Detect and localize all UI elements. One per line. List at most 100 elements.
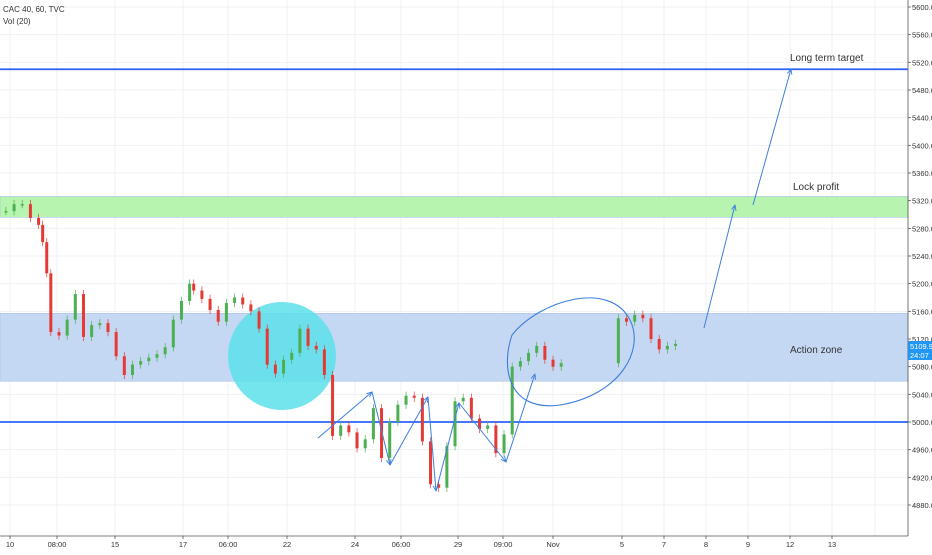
candle [322, 349, 326, 375]
candle [665, 345, 669, 350]
symbol-title: CAC 40, 60, TVC [3, 5, 65, 14]
candle [404, 395, 408, 405]
candle [28, 204, 32, 218]
candle [37, 217, 41, 225]
candle [657, 339, 661, 350]
candle [90, 325, 94, 337]
candle [139, 361, 143, 365]
candle [453, 401, 457, 447]
candle [641, 314, 645, 319]
price-action-ellipse [506, 297, 635, 407]
trend-arrow [317, 392, 372, 439]
candle [49, 273, 53, 333]
trend-arrow [505, 374, 535, 463]
trend-arrow [458, 402, 506, 462]
candle [45, 242, 49, 274]
candle [347, 425, 351, 433]
y-tick-label: 5360.0 [912, 169, 932, 178]
candle [518, 361, 522, 367]
y-tick-label: 5600.0 [912, 3, 932, 12]
y-tick-label: 5240.0 [912, 252, 932, 261]
y-tick-label: 5320.0 [912, 197, 932, 206]
candle [437, 484, 441, 488]
candle [282, 359, 286, 374]
y-tick-label: 5280.0 [912, 224, 932, 233]
candle [4, 211, 8, 213]
candle [616, 318, 620, 364]
y-tick-label: 5440.0 [912, 114, 932, 123]
y-tick-label: 5000.0 [912, 418, 932, 427]
candle [355, 432, 359, 449]
candle [155, 354, 159, 358]
candle [179, 300, 183, 320]
candle [20, 204, 24, 206]
candle [216, 309, 220, 322]
y-tick-label: 5480.0 [912, 86, 932, 95]
candle [314, 345, 318, 350]
trend-arrow [435, 403, 459, 492]
y-tick-label: 5160.0 [912, 307, 932, 316]
candles [4, 199, 678, 492]
candle [461, 397, 465, 402]
candle [412, 395, 416, 398]
candle [257, 311, 261, 329]
volume-indicator-label: Vol (20) [3, 17, 31, 26]
x-tick-label: 10 [6, 540, 14, 549]
candle [73, 294, 77, 320]
candle [188, 283, 192, 301]
x-tick-label: 17 [179, 540, 187, 549]
candle [380, 408, 384, 458]
candle [200, 290, 204, 299]
trend-arrow [703, 205, 735, 329]
candle [371, 408, 375, 440]
y-tick-label: 5520.0 [912, 58, 932, 67]
candle [331, 374, 335, 436]
candle [625, 318, 629, 322]
x-tick-label: 8 [704, 540, 708, 549]
x-tick-label: 08:00 [48, 540, 67, 549]
candle [81, 294, 85, 337]
countdown-label: 24:07 [910, 351, 929, 360]
trend-arrow [389, 397, 428, 466]
candle [633, 314, 637, 322]
candle [114, 332, 118, 357]
y-tick-label: 5560.0 [912, 31, 932, 40]
y-tick-label: 5120.0 [912, 335, 932, 344]
candle [543, 345, 547, 360]
last-price-badge [908, 340, 932, 360]
candle [445, 446, 449, 488]
y-tick-label: 5400.0 [912, 141, 932, 150]
candle [224, 303, 228, 322]
x-tick-label: 06:00 [392, 540, 411, 549]
x-tick-label: 22 [283, 540, 291, 549]
last-price-label: 5109.9 [910, 342, 932, 351]
y-tick-label: 4920.0 [912, 473, 932, 482]
candle [649, 318, 653, 339]
candle [233, 297, 237, 304]
x-tick-label: 15 [111, 540, 119, 549]
candle [429, 441, 433, 485]
candle [65, 319, 69, 336]
candle [208, 298, 212, 310]
candle [420, 397, 424, 442]
x-tick-label: 5 [620, 540, 624, 549]
candle [171, 319, 175, 348]
action-zone-label: Action zone [790, 345, 843, 356]
candle [494, 425, 498, 454]
lock-profit-label: Lock profit [793, 182, 839, 193]
candle [396, 404, 400, 422]
x-tick-label: 24 [351, 540, 359, 549]
x-tick-label: 13 [828, 540, 836, 549]
candle [241, 297, 245, 305]
long-term-target-label: Long term target [790, 53, 864, 64]
candle [551, 359, 555, 367]
candle [478, 418, 482, 429]
x-tick-label: 29 [454, 540, 462, 549]
candle [486, 425, 490, 429]
candle [306, 328, 310, 346]
candle [122, 356, 126, 375]
